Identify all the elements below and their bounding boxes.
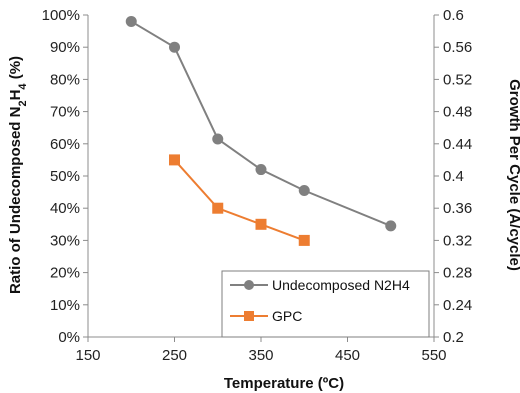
y-axis-title-left: Ratio of Undecomposed N2H4 (%) [7, 56, 29, 294]
data-series [125, 15, 397, 246]
data-point-gpc [212, 202, 224, 214]
y-right-tick-label: 0.56 [443, 39, 472, 56]
legend: Undecomposed N2H4 GPC [221, 270, 430, 338]
series-line-gpc [173, 159, 305, 242]
x-tick-label: 550 [421, 347, 446, 364]
legend-label-gpc: GPC [272, 308, 302, 324]
data-point-gpc [255, 218, 267, 230]
data-point-undecomposed-n2h4 [169, 41, 180, 53]
data-point-gpc [298, 234, 310, 246]
y-right-tick-label: 0.36 [443, 200, 472, 217]
y-right-tick-label: 0.24 [443, 297, 472, 314]
y-axis-title-right: Growth Per Cycle (Å/cycle) [506, 79, 520, 271]
legend-marker-gpc [244, 311, 254, 321]
data-point-undecomposed-n2h4 [298, 184, 310, 196]
legend-label-undecomposed: Undecomposed N2H4 [272, 277, 410, 293]
x-tick-label: 350 [248, 347, 273, 364]
y-left-tick-label: 0% [58, 329, 80, 346]
y-left-tick-label: 80% [50, 71, 80, 88]
legend-marker-undecomposed [244, 280, 254, 290]
data-point-undecomposed-n2h4 [125, 15, 137, 27]
y-right-tick-label: 0.52 [443, 71, 472, 88]
y-right-tick-label: 0.28 [443, 265, 472, 282]
series-line-undecomposed-n2h4 [130, 20, 392, 227]
y-left-tick-label: 90% [50, 39, 80, 56]
y-left-tick-label: 10% [50, 297, 80, 314]
y-right-tick-label: 0.6 [443, 7, 464, 24]
y-right-tick-label: 0.4 [443, 168, 464, 185]
y-left-tick-label: 40% [50, 200, 80, 217]
y-left-tick-label: 30% [50, 232, 80, 249]
y-left-tick-label: 50% [50, 168, 80, 185]
y-right-tick-label: 0.48 [443, 104, 472, 121]
y-right-tick-label: 0.32 [443, 232, 472, 249]
data-point-gpc [169, 154, 180, 166]
x-tick-label: 150 [75, 347, 100, 364]
x-axis-title: Temperature (ºC) [224, 375, 344, 392]
data-point-undecomposed-n2h4 [212, 133, 224, 145]
legend-box [221, 270, 430, 338]
data-point-undecomposed-n2h4 [385, 220, 397, 232]
x-tick-label: 450 [335, 347, 360, 364]
tick-labels: 150 250 350 450 550 0% 10% 20% 30% 40% 50% 60% 70% 80… [42, 7, 473, 364]
y-left-tick-label: 20% [50, 265, 80, 282]
y-left-tick-label: 70% [50, 104, 80, 121]
y-right-tick-label: 0.2 [443, 329, 464, 346]
x-tick-label: 250 [162, 347, 187, 364]
y-left-tick-label: 100% [42, 7, 80, 24]
data-point-undecomposed-n2h4 [255, 164, 267, 176]
y-right-tick-label: 0.44 [443, 136, 472, 153]
y-left-tick-label: 60% [50, 136, 80, 153]
